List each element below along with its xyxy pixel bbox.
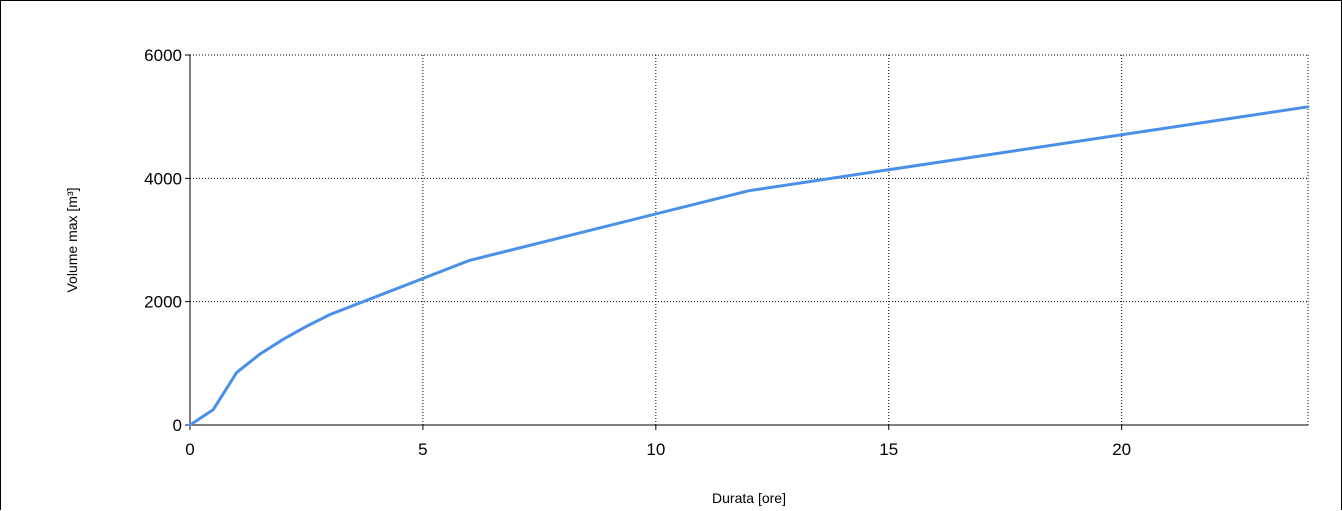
y-tick-label: 2000 (144, 293, 182, 312)
y-axis-label: Volume max [m³] (64, 187, 80, 292)
x-tick-label: 0 (185, 440, 194, 459)
series-line (188, 105, 1310, 427)
y-tick-label: 4000 (144, 169, 182, 188)
x-tick-label: 15 (879, 440, 898, 459)
tick-labels: 0 5 10 15 20 0 2000 4000 6000 (144, 46, 1131, 459)
axes (185, 54, 1308, 430)
x-axis-label: Durata [ore] (712, 490, 786, 506)
x-tick-label: 20 (1112, 440, 1131, 459)
x-tick-label: 5 (418, 440, 427, 459)
y-tick-label: 0 (173, 416, 182, 435)
x-tick-label: 10 (646, 440, 665, 459)
y-tick-label: 6000 (144, 46, 182, 65)
series-layer (188, 105, 1310, 427)
grid-lines (190, 54, 1309, 425)
